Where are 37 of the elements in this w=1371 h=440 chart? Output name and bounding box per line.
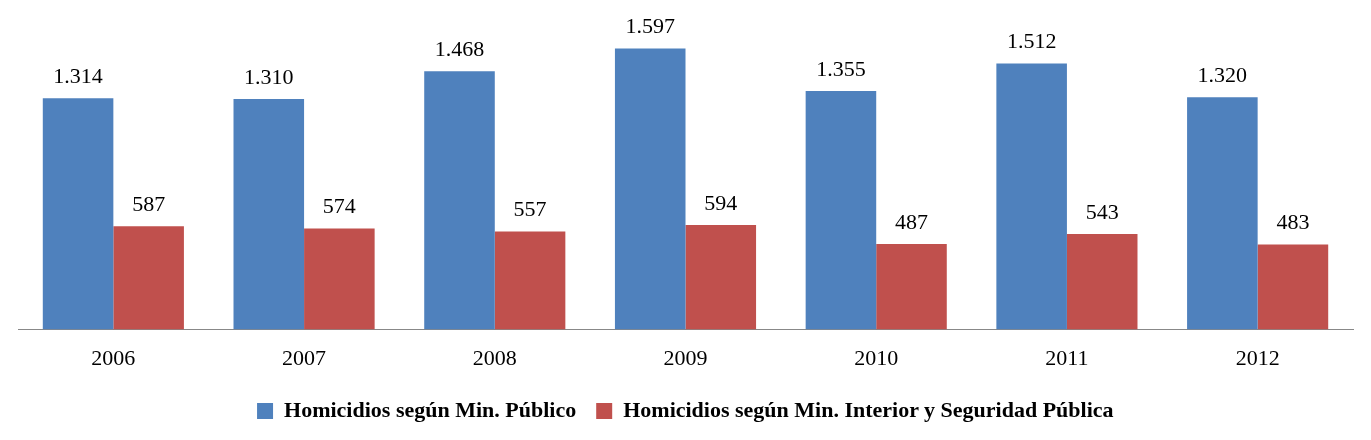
bar [614, 48, 686, 330]
bar [805, 91, 877, 330]
data-label: 587 [132, 191, 166, 217]
bar [233, 99, 305, 330]
bar [494, 231, 566, 330]
x-tick-label: 2007 [282, 344, 327, 370]
data-label: 1.314 [53, 63, 103, 89]
legend-label: Homicidios según Min. Interior y Seguridad Pública [623, 396, 1114, 422]
x-tick-label: 2009 [663, 344, 708, 370]
data-label: 1.320 [1197, 62, 1248, 88]
data-label: 557 [513, 196, 547, 222]
legend-label: Homicidios según Min. Público [284, 396, 577, 422]
data-label: 1.512 [1006, 28, 1057, 54]
data-label: 1.310 [244, 63, 294, 89]
x-tick-label: 2012 [1235, 344, 1280, 370]
data-label: 1.597 [625, 13, 675, 39]
bar [996, 63, 1067, 330]
data-label: 543 [1085, 198, 1119, 224]
bar [113, 226, 184, 330]
data-label: 1.355 [816, 55, 866, 81]
bar [685, 225, 757, 330]
bar [304, 228, 375, 330]
data-label: 487 [895, 208, 928, 234]
data-label: 1.468 [434, 36, 485, 62]
bar [424, 71, 495, 330]
data-label: 594 [704, 189, 738, 215]
bar [1257, 244, 1329, 330]
bar [42, 98, 114, 330]
bar [1187, 97, 1258, 330]
bar [1066, 234, 1138, 330]
x-tick-label: 2008 [472, 344, 517, 370]
data-label: 483 [1276, 209, 1310, 235]
bar [876, 243, 947, 330]
x-tick-label: 2006 [91, 344, 136, 370]
x-tick-label: 2010 [854, 344, 899, 370]
x-tick-label: 2011 [1045, 344, 1089, 370]
data-label: 574 [322, 193, 356, 219]
